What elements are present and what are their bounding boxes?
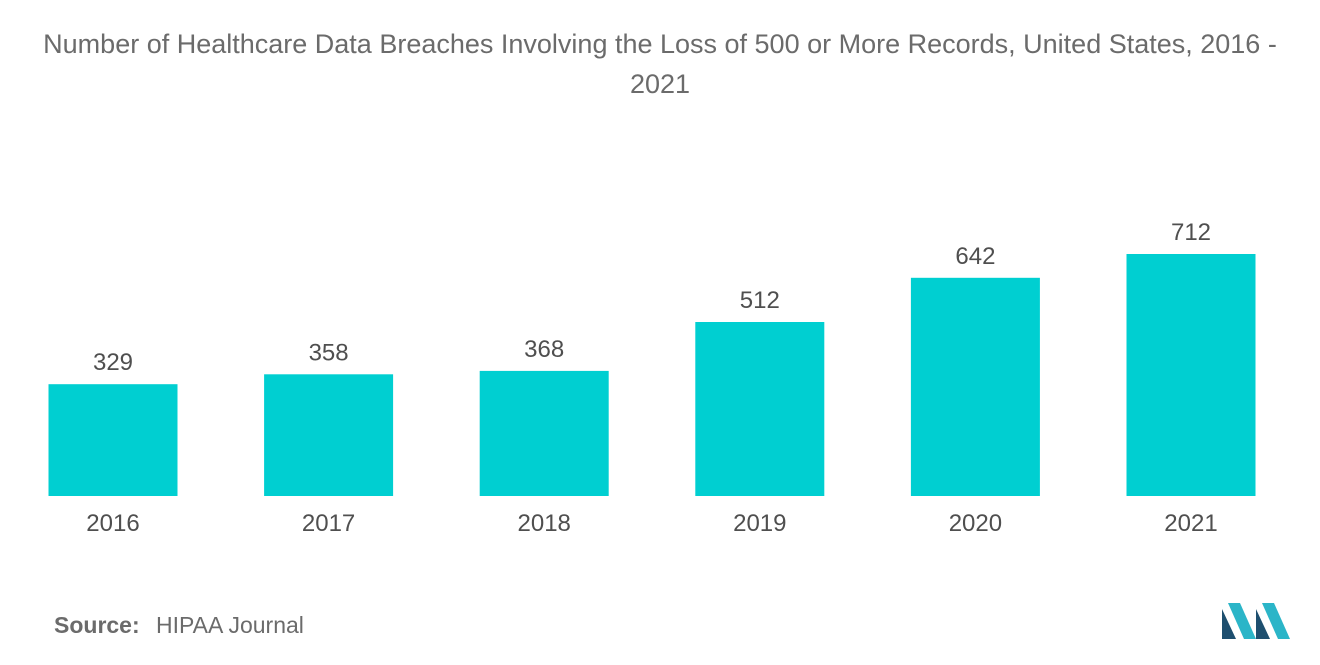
source-label: Source:	[54, 612, 140, 638]
bar-2018	[479, 370, 609, 496]
data-label-2016: 329	[93, 349, 133, 376]
mordor-intelligence-logo-icon	[1222, 603, 1290, 639]
data-label-2020: 642	[955, 243, 995, 270]
data-label-2019: 512	[740, 287, 780, 314]
x-tick-label-2018: 2018	[518, 510, 571, 537]
bar-2020	[910, 277, 1040, 496]
bar-2017	[264, 374, 394, 496]
x-tick-label-2019: 2019	[733, 510, 786, 537]
data-labels-group: 329 358 368 512 642 712	[93, 219, 1211, 376]
x-tick-label-2021: 2021	[1164, 510, 1217, 537]
bar-2019	[695, 322, 825, 496]
x-tick-label-2020: 2020	[949, 510, 1002, 537]
source-text: HIPAA Journal	[156, 612, 304, 638]
bar-2021	[1126, 254, 1256, 496]
data-label-2021: 712	[1171, 219, 1211, 246]
data-label-2018: 368	[524, 336, 564, 363]
x-tick-label-2017: 2017	[302, 510, 355, 537]
source-note: Source: HIPAA Journal	[54, 612, 304, 639]
data-label-2017: 358	[309, 339, 349, 366]
bars-group	[48, 254, 1256, 496]
chart-title: Number of Healthcare Data Breaches Invol…	[43, 29, 1277, 99]
bar-2016	[48, 384, 178, 496]
x-tick-labels-group: 2016 2017 2018 2019 2020 2021	[86, 510, 1217, 537]
x-tick-label-2016: 2016	[86, 510, 139, 537]
